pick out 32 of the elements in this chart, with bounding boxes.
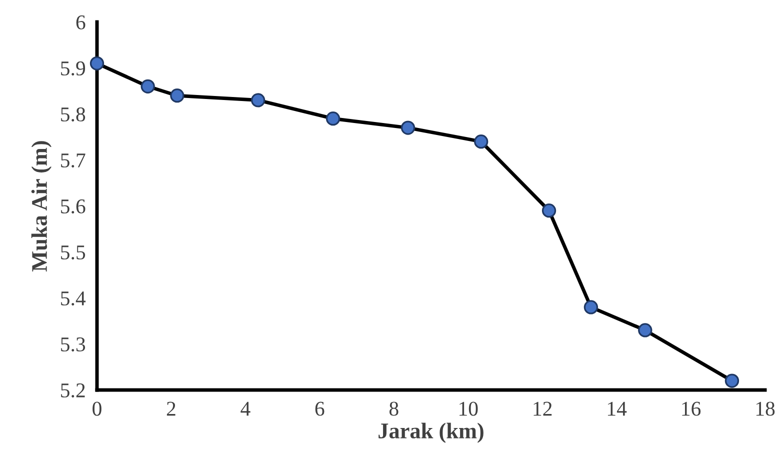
point: [474, 134, 488, 149]
point: [584, 300, 598, 314]
x-tick-label: 4: [240, 402, 250, 416]
point: [400, 120, 416, 135]
y-tick-label: 5.5: [61, 246, 86, 260]
point: [170, 88, 184, 103]
x-tick-label: 14: [608, 402, 627, 416]
x-tick-label: 10: [460, 402, 478, 416]
x-tick-label: 8: [389, 402, 398, 416]
x-tick-label: 16: [682, 402, 701, 416]
x-tick-label: 6: [315, 402, 324, 416]
x-tick-label: 2: [166, 402, 176, 416]
point: [90, 56, 104, 70]
x-axis-title: Jarak (km): [378, 422, 484, 443]
point: [250, 93, 266, 108]
point: [326, 112, 340, 126]
y-tick-label: 5.4: [61, 292, 86, 306]
x-tick-label: 0: [92, 402, 102, 416]
y-tick-label: 5.6: [61, 199, 86, 214]
point: [542, 204, 556, 218]
point: [638, 323, 652, 338]
y-axis-title: Muka Air (m): [31, 141, 52, 272]
y-tick-label: 5.3: [61, 337, 86, 352]
y-tick-label: 5.9: [61, 61, 86, 76]
x-tick-label: 18: [756, 402, 775, 416]
point: [140, 79, 155, 94]
point: [724, 374, 740, 388]
x-tick-label: 12: [534, 402, 552, 416]
y-tick-label: 6: [76, 15, 86, 30]
y-tick-label: 5.8: [61, 107, 86, 122]
y-tick-label: 5.7: [61, 154, 86, 168]
y-tick-label: 5.2: [61, 383, 85, 398]
